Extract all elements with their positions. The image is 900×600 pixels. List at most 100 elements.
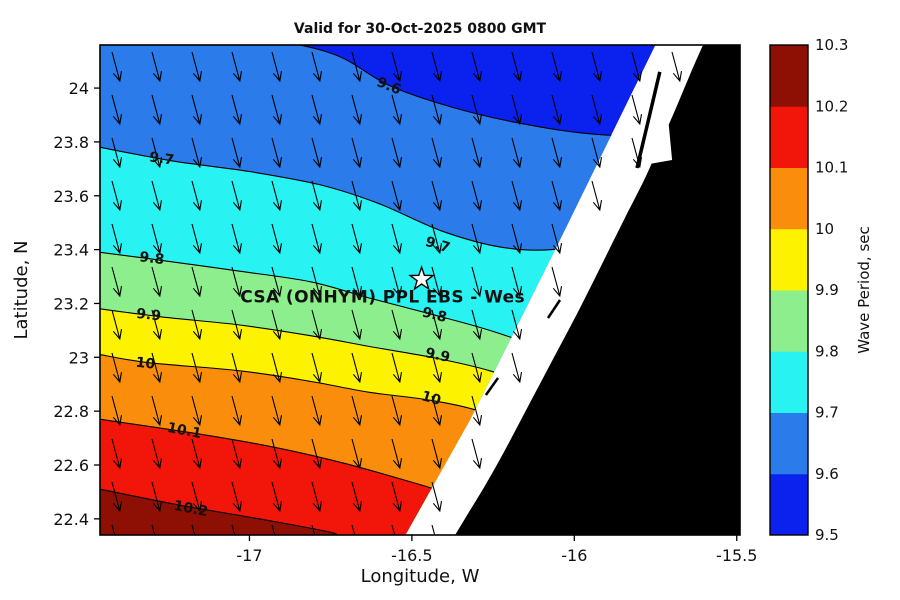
colorbar-tick-label: 9.8	[815, 342, 839, 360]
wave-arrow	[471, 438, 483, 470]
wave-arrow	[471, 395, 483, 427]
colorbar-tick-label: 9.9	[815, 281, 839, 299]
wave-arrow	[551, 266, 563, 298]
y-tick-label: 23.6	[53, 187, 89, 206]
contour-label: 10	[135, 355, 157, 373]
contour-line-10.1	[100, 418, 656, 535]
y-tick-label: 23	[69, 348, 89, 367]
wave-arrow	[351, 223, 363, 255]
wave-arrow	[111, 352, 123, 384]
station-star-marker	[408, 265, 436, 291]
wave-arrow	[231, 180, 243, 212]
wave-arrow	[271, 395, 283, 427]
colorbar-band	[770, 45, 808, 107]
wave-arrow	[231, 352, 243, 384]
wave-arrow	[511, 309, 523, 341]
wave-arrow	[271, 352, 283, 384]
wave-arrow	[391, 309, 403, 341]
wave-arrow	[111, 137, 123, 169]
wave-arrow	[311, 51, 323, 83]
y-tick-label: 22.6	[53, 456, 89, 475]
wave-arrow	[151, 137, 163, 169]
wave-arrow	[591, 180, 603, 212]
wave-arrow	[311, 266, 323, 298]
wave-arrow	[111, 94, 123, 126]
wave-arrow	[351, 309, 363, 341]
wave-arrow	[551, 94, 563, 126]
wave-arrow	[231, 223, 243, 255]
wave-arrow	[191, 352, 203, 384]
wave-arrow	[431, 180, 443, 212]
colorbar: 9.5 9.6 9.7 9.8 9.9 10 10.1 10.2 10.3	[769, 36, 848, 544]
wave-arrow	[271, 438, 283, 470]
wave-arrow	[271, 266, 283, 298]
colorbar-tick-label: 10.2	[815, 97, 848, 115]
wave-arrow	[431, 51, 443, 83]
wave-arrow	[511, 51, 523, 83]
wave-arrow	[271, 137, 283, 169]
wave-arrow	[111, 266, 123, 298]
colorbar-frame	[769, 44, 809, 536]
wave-arrow	[431, 352, 443, 384]
colorbar-band	[770, 412, 808, 475]
contour-label: 10.1	[166, 420, 203, 442]
wave-arrow	[231, 524, 236, 535]
contour-label: 9.9	[424, 345, 452, 366]
wave-arrow	[311, 524, 316, 535]
wave-arrow	[231, 309, 243, 341]
contour-line-9.6	[100, 45, 656, 137]
wave-arrow	[471, 94, 483, 126]
wave-arrow	[511, 352, 523, 384]
wave-arrow	[351, 180, 363, 212]
wave-direction-arrows	[111, 51, 683, 535]
wave-arrow	[631, 51, 643, 83]
wave-arrow	[631, 137, 643, 169]
colorbar-band	[770, 351, 808, 413]
land-mass	[455, 45, 740, 535]
contour-label: 9.8	[139, 249, 166, 268]
x-tick-label: -16	[561, 546, 587, 565]
wave-arrow	[551, 137, 563, 169]
wave-arrow	[111, 223, 123, 255]
wave-arrow	[271, 481, 283, 513]
colorbar-band	[770, 106, 808, 168]
wave-arrow	[311, 94, 323, 126]
wave-arrow	[191, 137, 203, 169]
wave-arrow	[151, 223, 163, 255]
wave-arrow	[511, 94, 523, 126]
contour-band-10.2	[100, 489, 656, 535]
wave-arrow	[191, 223, 203, 255]
wave-arrow	[431, 137, 443, 169]
contour-label: 10	[420, 388, 443, 409]
y-tick-label: 23.8	[53, 133, 89, 152]
wave-arrow	[151, 438, 163, 470]
wave-arrow	[391, 180, 403, 212]
wave-arrow	[471, 266, 483, 298]
y-axis-label: Latitude, N	[11, 241, 32, 340]
colorbar-band	[770, 228, 808, 291]
wave-arrow	[191, 438, 203, 470]
x-axis-label: Longitude, W	[361, 566, 480, 587]
wave-arrow	[231, 51, 243, 83]
wave-arrow	[271, 223, 283, 255]
wave-arrow	[351, 137, 363, 169]
wave-arrow	[471, 309, 483, 341]
x-tick-label: -17	[236, 546, 262, 565]
wave-arrow	[431, 481, 443, 513]
wave-arrow	[271, 524, 276, 535]
wave-arrow	[111, 524, 116, 535]
wave-arrow	[191, 94, 203, 126]
wave-arrow	[191, 51, 203, 83]
y-tick-label: 22.8	[53, 402, 89, 421]
wave-arrow	[591, 94, 603, 126]
wave-arrow	[431, 438, 443, 470]
y-tick-label: 22.4	[53, 510, 89, 529]
colorbar-band	[770, 473, 808, 536]
wave-arrow	[391, 438, 403, 470]
wave-arrow	[311, 395, 323, 427]
wave-arrow	[431, 524, 436, 535]
wave-arrow	[151, 481, 163, 513]
wave-arrow	[471, 223, 483, 255]
wave-arrow	[551, 223, 563, 255]
